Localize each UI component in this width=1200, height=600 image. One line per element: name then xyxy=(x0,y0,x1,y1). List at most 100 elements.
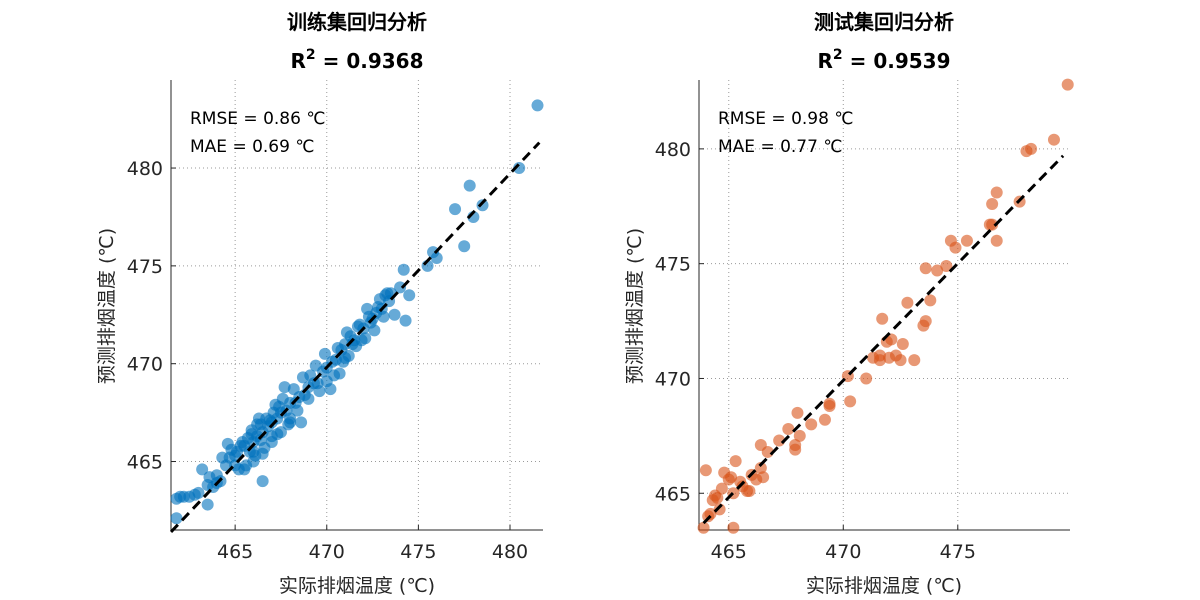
train-x-tick-label-2: 475 xyxy=(400,541,436,563)
test-annotation-0: RMSE = 0.98 ℃ xyxy=(718,109,853,129)
train-data-point-12 xyxy=(394,281,407,294)
test-data-point-61 xyxy=(894,354,907,367)
train-data-point-93 xyxy=(324,383,337,396)
test-data-point-13 xyxy=(940,259,953,272)
test-data-point-51 xyxy=(715,482,728,495)
train-data-point-127 xyxy=(236,435,249,448)
train-r2-label: R2 = 0.9368 xyxy=(290,47,423,73)
test-data-point-68 xyxy=(743,484,756,497)
test-data-point-62 xyxy=(908,354,921,367)
train-data-point-13 xyxy=(388,308,401,321)
train-y-axis-label: 预测排烟温度 (℃) xyxy=(96,228,118,384)
test-data-point-52 xyxy=(725,471,738,484)
train-data-point-112 xyxy=(337,355,350,368)
train-data-point-43 xyxy=(201,498,214,511)
train-data-point-8 xyxy=(430,252,443,265)
test-data-point-29 xyxy=(844,395,857,408)
test-data-point-65 xyxy=(754,439,767,452)
test-data-point-66 xyxy=(727,521,740,534)
train-data-point-86 xyxy=(373,293,386,306)
test-x-tick-label-0: 465 xyxy=(711,541,747,563)
train-data-point-77 xyxy=(361,302,374,315)
test-r2-superscript: 2 xyxy=(833,47,843,63)
test-data-point-10 xyxy=(960,234,973,247)
test-data-point-67 xyxy=(713,503,726,516)
test-data-point-6 xyxy=(986,197,999,210)
test-data-point-48 xyxy=(697,521,710,534)
train-data-point-126 xyxy=(221,437,234,450)
train-y-tick-label-0: 465 xyxy=(127,452,163,474)
test-x-axis-label: 实际排烟温度 (℃) xyxy=(806,575,962,597)
test-data-point-49 xyxy=(699,464,712,477)
test-data-point-20 xyxy=(896,338,909,351)
test-y-axis-label: 预测排烟温度 (℃) xyxy=(624,228,646,384)
train-plot-area: 465 470 475 480 465 470 475 480 RMSE = 0.86 ℃ MAE… xyxy=(127,80,544,563)
train-data-point-2 xyxy=(463,179,476,192)
train-r2-prefix: R xyxy=(290,49,305,73)
train-data-point-0 xyxy=(531,99,544,112)
train-data-point-113 xyxy=(346,338,359,351)
train-x-tick-label-3: 480 xyxy=(492,541,528,563)
test-y-tick-label-0: 465 xyxy=(655,483,691,505)
train-annotation-1: MAE = 0.69 ℃ xyxy=(190,137,314,157)
train-data-point-83 xyxy=(309,359,322,372)
train-r2-value: = 0.9368 xyxy=(316,49,424,73)
train-data-point-124 xyxy=(196,463,209,476)
test-data-point-12 xyxy=(944,234,957,247)
test-annotation-1: MAE = 0.77 ℃ xyxy=(718,137,842,157)
test-data-point-3 xyxy=(1020,145,1033,158)
test-y-tick-label-2: 475 xyxy=(655,254,691,276)
test-r2-prefix: R xyxy=(817,49,832,73)
train-data-point-100 xyxy=(216,451,229,464)
train-data-point-11 xyxy=(403,289,416,302)
test-data-point-34 xyxy=(782,422,795,435)
train-data-point-65 xyxy=(302,392,315,405)
train-data-point-114 xyxy=(355,334,368,347)
test-data-point-1 xyxy=(1047,133,1060,146)
test-data-point-47 xyxy=(702,510,715,523)
test-data-point-19 xyxy=(901,296,914,309)
train-data-point-82 xyxy=(287,383,300,396)
train-data-point-3 xyxy=(476,199,489,212)
train-data-point-10 xyxy=(397,263,410,276)
test-plot-area: 465 470 475 465 470 475 480 RMSE = 0.98 ℃ MAE = … xyxy=(655,78,1074,563)
train-data-point-109 xyxy=(304,369,317,382)
train-data-point-14 xyxy=(399,314,412,327)
train-x-tick-label-0: 465 xyxy=(217,541,253,563)
train-data-point-133 xyxy=(295,416,308,429)
train-data-point-40 xyxy=(170,512,183,525)
test-data-point-14 xyxy=(931,264,944,277)
train-data-point-107 xyxy=(278,381,291,394)
train-data-point-41 xyxy=(177,490,190,503)
test-r2-value: = 0.9539 xyxy=(843,49,951,73)
train-r2-superscript: 2 xyxy=(306,47,316,63)
test-data-point-0 xyxy=(1061,78,1074,91)
test-data-point-16 xyxy=(919,262,932,275)
test-data-point-64 xyxy=(789,439,802,452)
test-data-point-59 xyxy=(823,397,836,410)
train-chart-title: 训练集回归分析 xyxy=(287,10,427,34)
test-data-point-18 xyxy=(917,319,930,332)
test-data-point-60 xyxy=(873,354,886,367)
train-data-point-130 xyxy=(252,412,265,425)
train-data-point-110 xyxy=(313,385,326,398)
train-fit-line xyxy=(169,141,541,533)
train-data-point-121 xyxy=(273,400,286,413)
train-annotation-0: RMSE = 0.86 ℃ xyxy=(190,109,325,129)
train-y-tick-label-2: 475 xyxy=(127,256,163,278)
test-y-tick-label-1: 470 xyxy=(655,368,691,390)
test-x-tick-label-2: 475 xyxy=(940,541,976,563)
train-data-point-4 xyxy=(449,203,462,216)
train-data-point-108 xyxy=(291,404,304,417)
train-data-point-42 xyxy=(188,488,201,501)
train-data-point-125 xyxy=(203,471,216,484)
test-data-point-9 xyxy=(983,218,996,231)
test-data-point-5 xyxy=(990,186,1003,199)
test-fit-line xyxy=(702,154,1065,525)
train-data-point-46 xyxy=(256,475,269,488)
test-data-point-25 xyxy=(876,312,889,325)
train-data-point-128 xyxy=(240,459,253,472)
train-y-tick-label-1: 470 xyxy=(127,354,163,376)
test-data-point-28 xyxy=(860,372,873,385)
